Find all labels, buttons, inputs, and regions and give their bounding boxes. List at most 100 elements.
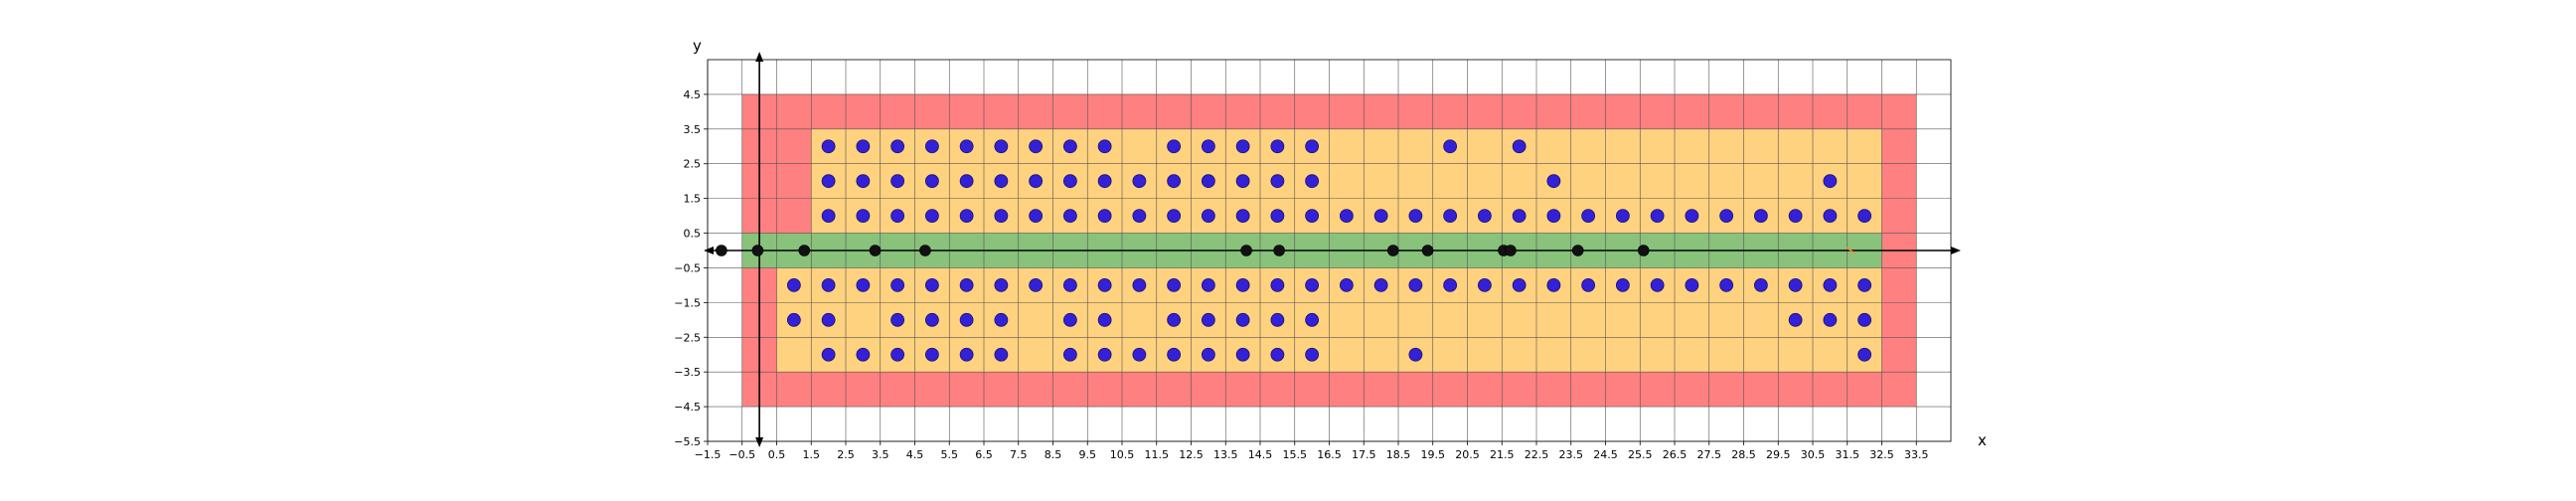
data-point — [1097, 209, 1112, 223]
data-point — [1235, 209, 1250, 223]
x-tick-label: 7.5 — [1010, 448, 1028, 461]
data-point — [890, 209, 905, 223]
data-point — [1270, 347, 1285, 362]
data-point — [1062, 347, 1077, 362]
axis-point — [1505, 245, 1517, 256]
x-tick-label: 27.5 — [1697, 448, 1722, 461]
x-tick-label: 28.5 — [1731, 448, 1756, 461]
data-point — [1270, 278, 1285, 292]
data-point — [821, 312, 836, 327]
data-point — [924, 278, 939, 292]
data-point — [1339, 278, 1354, 292]
data-point — [994, 278, 1009, 292]
data-point — [1650, 209, 1665, 223]
x-tick-label: 14.5 — [1248, 448, 1273, 461]
data-point — [924, 347, 939, 362]
data-point — [856, 209, 871, 223]
data-point — [994, 139, 1009, 154]
data-point — [1477, 278, 1492, 292]
data-point — [1546, 209, 1561, 223]
y-tick-label: −2.5 — [674, 331, 701, 344]
data-point — [1857, 209, 1872, 223]
x-tick-label: 11.5 — [1145, 448, 1170, 461]
data-point — [924, 209, 939, 223]
data-point — [1512, 209, 1527, 223]
x-tick-label: 8.5 — [1045, 448, 1062, 461]
data-point — [1132, 278, 1147, 292]
axis-point — [1386, 245, 1399, 256]
data-point — [924, 312, 939, 327]
axis-point — [1571, 245, 1584, 256]
y-tick-label: 0.5 — [684, 228, 702, 241]
data-point — [1201, 312, 1215, 327]
data-point — [959, 312, 974, 327]
data-point — [890, 312, 905, 327]
x-tick-label: 24.5 — [1593, 448, 1618, 461]
x-tick-label: 4.5 — [906, 448, 924, 461]
data-point — [1581, 209, 1596, 223]
data-point — [959, 139, 974, 154]
data-point — [1823, 209, 1838, 223]
data-point — [1167, 209, 1182, 223]
x-tick-label: 15.5 — [1283, 448, 1308, 461]
points-layer — [716, 139, 1872, 362]
data-point — [856, 278, 871, 292]
data-point — [959, 174, 974, 189]
data-point — [890, 278, 905, 292]
data-point — [1512, 139, 1527, 154]
data-point — [959, 278, 974, 292]
y-tick-label: −5.5 — [674, 435, 701, 448]
data-point — [1788, 209, 1803, 223]
data-point — [1029, 278, 1044, 292]
x-tick-label: 9.5 — [1079, 448, 1097, 461]
data-point — [1097, 312, 1112, 327]
axis-point — [1273, 245, 1285, 256]
data-point — [924, 139, 939, 154]
x-tick-label: 25.5 — [1628, 448, 1653, 461]
y-axis-arrow-up — [755, 52, 764, 62]
data-point — [1201, 347, 1215, 362]
data-point — [1167, 312, 1182, 327]
data-point — [821, 278, 836, 292]
data-point — [1753, 278, 1768, 292]
x-tick-label: 19.5 — [1421, 448, 1446, 461]
x-tick-label: 32.5 — [1869, 448, 1894, 461]
x-axis-arrow-right — [1951, 247, 1961, 254]
data-point — [1650, 278, 1665, 292]
x-tick-label: 3.5 — [872, 448, 889, 461]
y-tick-label: 2.5 — [684, 158, 702, 171]
data-point — [1546, 278, 1561, 292]
data-point — [1270, 312, 1285, 327]
axis-point — [716, 245, 727, 256]
data-point — [994, 312, 1009, 327]
data-point — [1062, 312, 1077, 327]
data-point — [1753, 209, 1768, 223]
tick-layer: −1.5 −0.5 0.5 1.5 2.5 3.5 4.5 5.5 6.5 7.5 8.5 9.5 10… — [674, 88, 1928, 461]
x-tick-label: 12.5 — [1179, 448, 1204, 461]
data-point — [1685, 209, 1699, 223]
data-point — [1305, 139, 1320, 154]
data-point — [1615, 278, 1630, 292]
data-point — [1373, 209, 1388, 223]
data-point — [1477, 209, 1492, 223]
data-point — [1132, 209, 1147, 223]
x-tick-label: 1.5 — [803, 448, 821, 461]
data-point — [1167, 174, 1182, 189]
data-point — [821, 209, 836, 223]
data-point — [994, 347, 1009, 362]
data-point — [786, 278, 801, 292]
data-point — [1408, 347, 1423, 362]
x-tick-label: 31.5 — [1836, 448, 1860, 461]
data-point — [959, 347, 974, 362]
data-point — [1235, 174, 1250, 189]
data-point — [1097, 174, 1112, 189]
axis-point — [798, 245, 811, 256]
data-point — [1097, 347, 1112, 362]
x-tick-label: 13.5 — [1213, 448, 1238, 461]
data-point — [1305, 209, 1320, 223]
data-point — [1167, 278, 1182, 292]
axis-point — [1421, 245, 1434, 256]
data-point — [1615, 209, 1630, 223]
data-point — [1443, 209, 1458, 223]
